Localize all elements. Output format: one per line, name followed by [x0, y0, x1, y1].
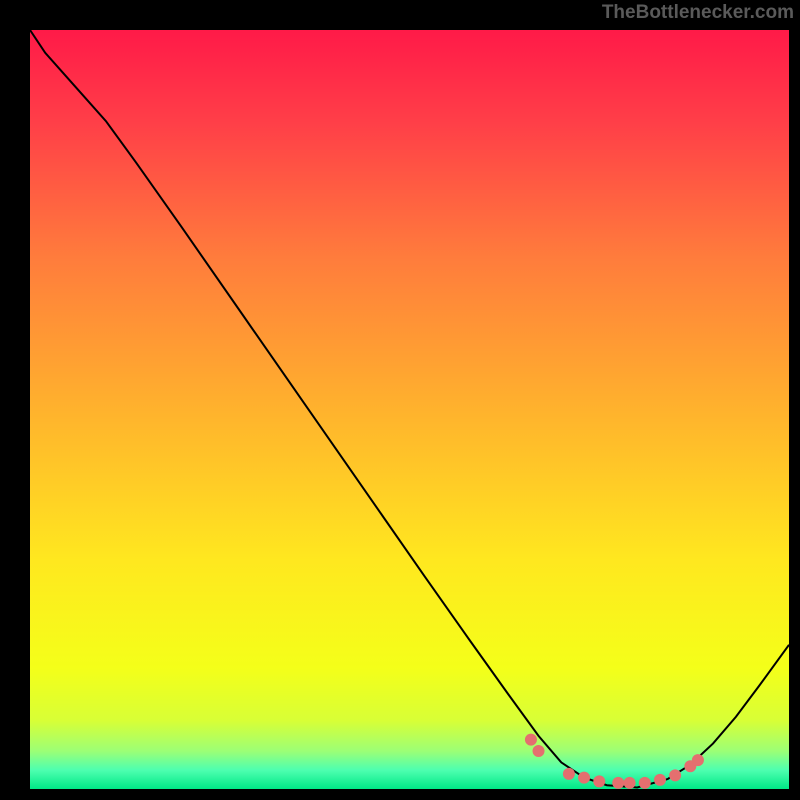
marker-point	[525, 734, 537, 746]
watermark-text: TheBottlenecker.com	[602, 2, 794, 24]
chart-svg	[30, 30, 789, 789]
marker-point	[692, 754, 704, 766]
marker-point	[563, 768, 575, 780]
marker-point	[669, 769, 681, 781]
marker-point	[624, 777, 636, 789]
marker-point	[578, 772, 590, 784]
optimal-range-markers	[525, 734, 704, 789]
bottleneck-curve	[30, 30, 789, 787]
marker-point	[593, 775, 605, 787]
marker-point	[533, 745, 545, 757]
chart-plot-area	[30, 30, 789, 789]
marker-point	[612, 777, 624, 789]
marker-point	[654, 774, 666, 786]
marker-point	[639, 777, 651, 789]
